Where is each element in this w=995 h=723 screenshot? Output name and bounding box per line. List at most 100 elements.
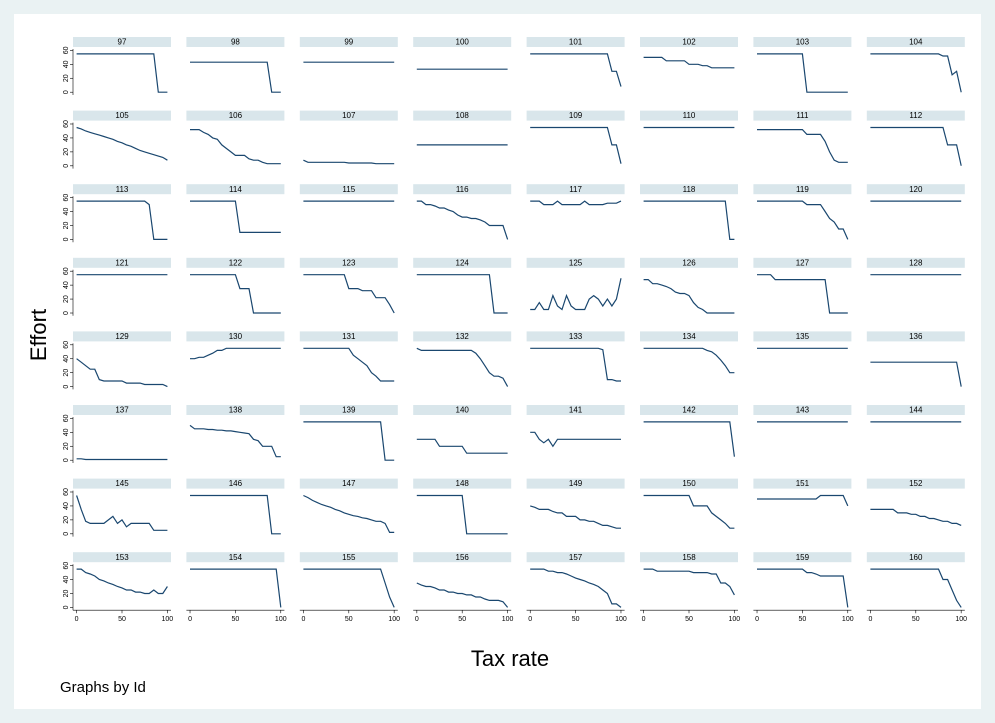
x-axis-title: Tax rate <box>471 646 549 671</box>
x-tick-label: 50 <box>912 616 920 623</box>
note: Graphs by Id <box>60 679 146 696</box>
series-line <box>416 438 508 454</box>
panel-title: 144 <box>909 406 923 415</box>
series-line <box>303 421 395 461</box>
series-line <box>643 568 735 596</box>
panel-strip <box>413 331 512 342</box>
panel-title: 152 <box>909 479 923 488</box>
panel-title: 130 <box>229 332 243 341</box>
panel-title: 103 <box>796 38 810 47</box>
panel-strip <box>640 552 738 563</box>
panel-title: 115 <box>342 185 355 194</box>
panel-strip <box>526 257 625 268</box>
panel-strip <box>866 331 965 342</box>
series-line <box>416 200 509 240</box>
series-line <box>757 494 849 507</box>
series-line <box>757 274 848 314</box>
panel-title: 143 <box>796 406 810 415</box>
series-line <box>76 358 168 388</box>
panel-title: 118 <box>683 185 696 194</box>
panel-title: 141 <box>569 406 583 415</box>
x-tick-label: 100 <box>388 616 400 623</box>
x-tick-label: 0 <box>642 616 646 623</box>
panel-title: 99 <box>344 38 353 47</box>
panel-title: 121 <box>115 258 129 267</box>
panel-title: 107 <box>342 111 356 120</box>
panel-strip <box>753 37 852 47</box>
x-tick-label: 100 <box>502 616 514 623</box>
panel-title: 123 <box>342 258 356 267</box>
series-line <box>870 361 962 387</box>
y-tick-label: 0 <box>63 90 70 94</box>
series-line <box>530 505 621 529</box>
panel-strip <box>299 552 398 563</box>
series-line <box>643 347 735 374</box>
panel-title: 133 <box>569 332 583 341</box>
panel-strip <box>753 552 852 563</box>
panel-title: 112 <box>909 111 922 120</box>
x-tick-label: 100 <box>842 616 854 623</box>
panel-strip <box>299 110 398 121</box>
series-line <box>76 200 168 240</box>
y-tick-label: 0 <box>63 385 70 389</box>
y-tick-label: 20 <box>63 148 70 156</box>
y-tick-label: 40 <box>63 428 70 436</box>
x-tick-label: 50 <box>799 616 807 623</box>
panel-strip <box>186 405 285 415</box>
panel-strip <box>526 110 625 121</box>
y-tick-label: 60 <box>63 341 70 349</box>
y-tick-label: 0 <box>63 458 70 462</box>
x-tick-label: 0 <box>188 616 192 623</box>
panel-strip <box>73 110 171 121</box>
panel-title: 146 <box>229 479 243 488</box>
panel-strip <box>526 552 625 563</box>
panel-title: 145 <box>115 479 129 488</box>
series-line <box>530 278 622 311</box>
panel-strip <box>526 37 625 47</box>
series-line <box>530 568 622 608</box>
panel-title: 147 <box>342 479 356 488</box>
y-tick-label: 20 <box>63 589 70 597</box>
series-line <box>416 274 508 314</box>
panel-strip <box>526 184 625 195</box>
panel-title: 135 <box>796 332 810 341</box>
series-line <box>190 568 282 608</box>
panel-strip <box>640 110 738 121</box>
panel-title: 117 <box>569 185 582 194</box>
panel-title: 106 <box>229 111 243 120</box>
series-line <box>76 568 168 595</box>
panel-title: 136 <box>909 332 923 341</box>
series-line <box>757 53 848 93</box>
panel-title: 158 <box>682 553 696 562</box>
panel-strip <box>186 552 285 563</box>
panel-title: 101 <box>569 38 583 47</box>
series-line <box>190 494 281 535</box>
panel-title: 100 <box>456 38 470 47</box>
panel-strip <box>753 110 852 121</box>
panel-title: 97 <box>118 38 127 47</box>
x-tick-label: 100 <box>955 616 967 623</box>
series-line <box>530 431 621 448</box>
y-tick-label: 0 <box>63 164 70 168</box>
panel-title: 139 <box>342 406 356 415</box>
panel-strip <box>866 552 965 563</box>
y-tick-label: 0 <box>63 532 70 536</box>
y-tick-label: 20 <box>63 516 70 524</box>
panel-title: 105 <box>115 111 129 120</box>
x-tick-label: 100 <box>729 616 741 623</box>
panel-title: 156 <box>456 553 470 562</box>
panel-title: 114 <box>229 185 242 194</box>
series-line <box>189 424 281 458</box>
panel-strip <box>413 257 512 268</box>
panel-title: 108 <box>456 111 470 120</box>
panel-title: 122 <box>229 258 243 267</box>
x-tick-label: 50 <box>232 616 240 623</box>
panel-title: 124 <box>456 258 470 267</box>
panel-title: 142 <box>682 406 696 415</box>
panel-strip <box>753 405 852 415</box>
panel-strip <box>299 184 398 195</box>
series-line <box>303 568 395 608</box>
x-tick-label: 100 <box>162 616 174 623</box>
